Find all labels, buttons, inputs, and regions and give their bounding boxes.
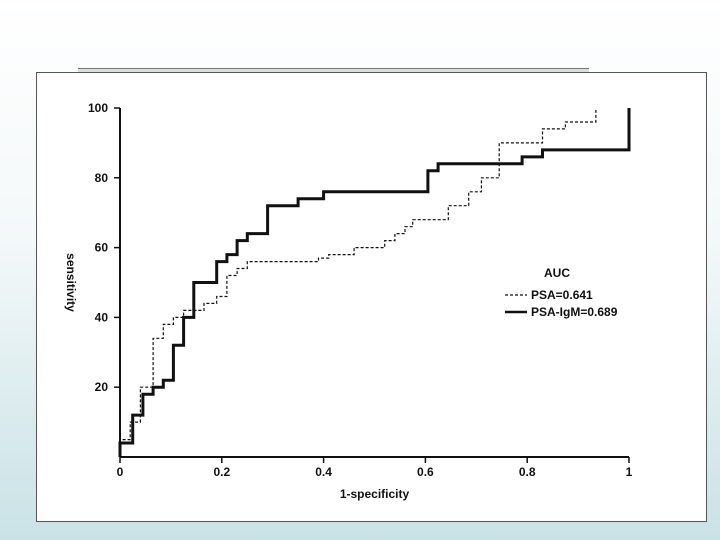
y-tick-label: 80 — [95, 171, 109, 185]
axes — [114, 107, 630, 463]
x-tick-label: 0.6 — [417, 465, 434, 479]
figure-frame: 0 0.2 0.4 0.6 0.8 1 20 40 60 80 100 1-specificity … — [36, 72, 707, 522]
x-tick-label: 0.4 — [315, 465, 332, 479]
tick-labels: 0 0.2 0.4 0.6 0.8 1 20 40 60 80 100 — [88, 101, 633, 479]
legend: AUC PSA=0.641 PSA-IgM=0.689 — [505, 266, 618, 319]
x-tick-label: 0.2 — [213, 465, 230, 479]
series-line-psa-igm — [118, 108, 631, 457]
x-tick-label: 0.8 — [519, 465, 536, 479]
legend-title: AUC — [544, 266, 570, 280]
y-tick-label: 20 — [95, 380, 109, 394]
y-tick-label: 40 — [95, 310, 109, 324]
x-axis-title: 1-specificity — [340, 487, 410, 501]
x-tick-label: 0 — [117, 465, 124, 479]
y-axis-title: sensitivity — [64, 253, 78, 312]
y-tick-label: 100 — [88, 101, 108, 115]
series-lines — [118, 108, 631, 457]
legend-label-psa-igm: PSA-IgM=0.689 — [531, 305, 618, 319]
legend-label-psa: PSA=0.641 — [531, 288, 593, 302]
y-tick-label: 60 — [95, 241, 109, 255]
x-tick-label: 1 — [626, 465, 633, 479]
series-line-psa — [119, 108, 597, 457]
